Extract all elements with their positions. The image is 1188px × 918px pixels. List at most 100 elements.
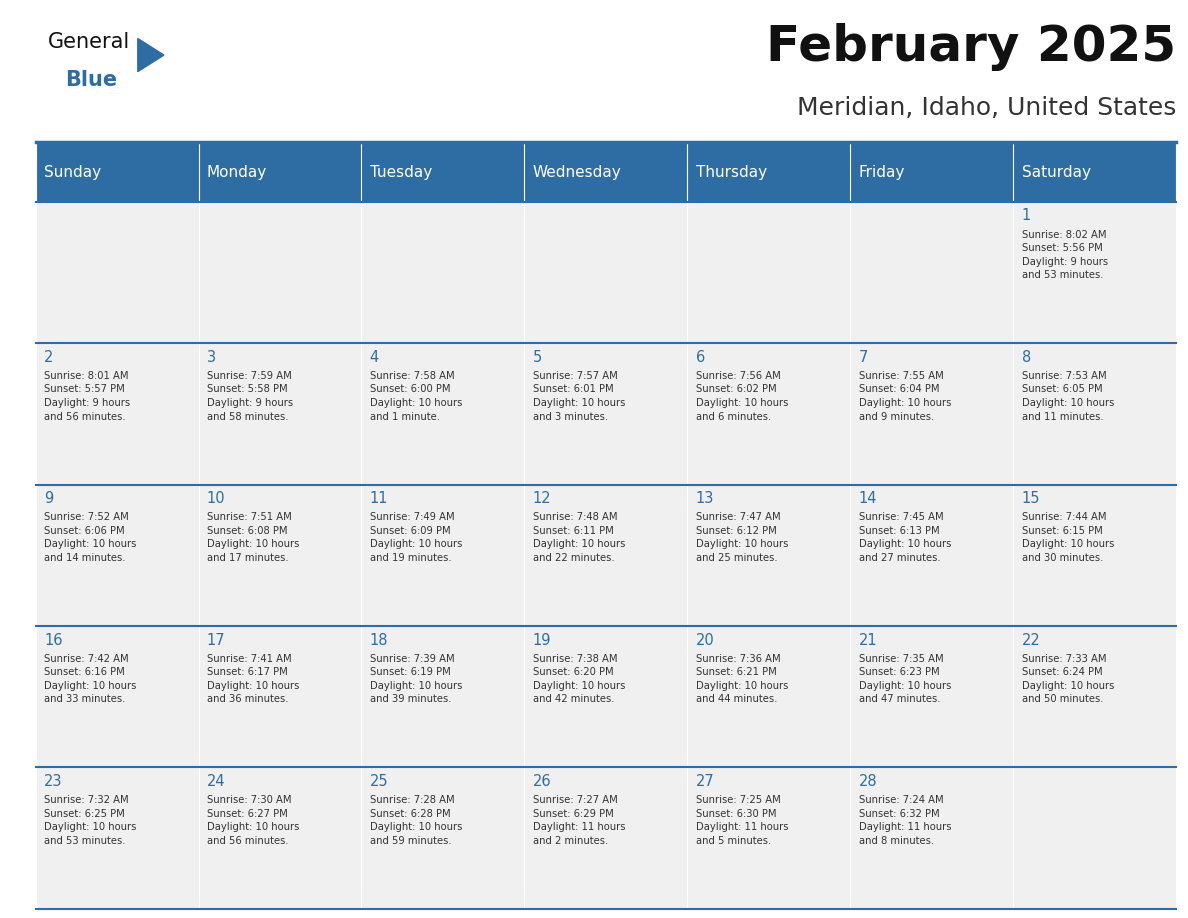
Bar [688,626,851,767]
Text: Tuesday: Tuesday [369,164,432,180]
Bar [851,343,1013,485]
Text: 5: 5 [532,350,542,364]
Text: Sunrise: 7:27 AM
Sunset: 6:29 PM
Daylight: 11 hours
and 2 minutes.: Sunrise: 7:27 AM Sunset: 6:29 PM Dayligh… [532,795,625,845]
Text: Sunrise: 7:48 AM
Sunset: 6:11 PM
Daylight: 10 hours
and 22 minutes.: Sunrise: 7:48 AM Sunset: 6:11 PM Dayligh… [532,512,625,563]
Text: Sunrise: 7:28 AM
Sunset: 6:28 PM
Daylight: 10 hours
and 59 minutes.: Sunrise: 7:28 AM Sunset: 6:28 PM Dayligh… [369,795,462,845]
Text: February 2025: February 2025 [766,23,1176,71]
Bar [361,343,524,485]
Text: Sunrise: 7:55 AM
Sunset: 6:04 PM
Daylight: 10 hours
and 9 minutes.: Sunrise: 7:55 AM Sunset: 6:04 PM Dayligh… [859,371,950,421]
Text: 19: 19 [532,633,551,647]
Bar [198,626,361,767]
Text: 13: 13 [696,491,714,506]
Bar [198,767,361,909]
Text: Sunrise: 7:57 AM
Sunset: 6:01 PM
Daylight: 10 hours
and 3 minutes.: Sunrise: 7:57 AM Sunset: 6:01 PM Dayligh… [532,371,625,421]
Text: 3: 3 [207,350,216,364]
Text: 25: 25 [369,774,388,789]
Text: Sunrise: 7:24 AM
Sunset: 6:32 PM
Daylight: 11 hours
and 8 minutes.: Sunrise: 7:24 AM Sunset: 6:32 PM Dayligh… [859,795,952,845]
Text: Sunrise: 7:32 AM
Sunset: 6:25 PM
Daylight: 10 hours
and 53 minutes.: Sunrise: 7:32 AM Sunset: 6:25 PM Dayligh… [44,795,137,845]
Text: 8: 8 [1022,350,1031,364]
Text: 14: 14 [859,491,877,506]
Text: 18: 18 [369,633,388,647]
Text: Sunrise: 7:41 AM
Sunset: 6:17 PM
Daylight: 10 hours
and 36 minutes.: Sunrise: 7:41 AM Sunset: 6:17 PM Dayligh… [207,654,299,704]
Bar [688,202,851,343]
Text: 9: 9 [44,491,53,506]
Text: Sunrise: 7:38 AM
Sunset: 6:20 PM
Daylight: 10 hours
and 42 minutes.: Sunrise: 7:38 AM Sunset: 6:20 PM Dayligh… [532,654,625,704]
Bar [198,202,361,343]
Bar [688,343,851,485]
Polygon shape [138,39,164,72]
Text: 2: 2 [44,350,53,364]
Bar [361,767,524,909]
Bar [1013,202,1176,343]
Text: Meridian, Idaho, United States: Meridian, Idaho, United States [797,96,1176,120]
Text: Sunrise: 7:59 AM
Sunset: 5:58 PM
Daylight: 9 hours
and 58 minutes.: Sunrise: 7:59 AM Sunset: 5:58 PM Dayligh… [207,371,293,421]
Bar [524,767,688,909]
Text: Sunrise: 7:49 AM
Sunset: 6:09 PM
Daylight: 10 hours
and 19 minutes.: Sunrise: 7:49 AM Sunset: 6:09 PM Dayligh… [369,512,462,563]
Bar [688,767,851,909]
Bar [36,485,198,626]
Text: 21: 21 [859,633,877,647]
Text: Sunrise: 8:01 AM
Sunset: 5:57 PM
Daylight: 9 hours
and 56 minutes.: Sunrise: 8:01 AM Sunset: 5:57 PM Dayligh… [44,371,129,421]
Bar [361,485,524,626]
Text: Sunday: Sunday [44,164,101,180]
Bar [36,343,198,485]
Text: 6: 6 [696,350,704,364]
Text: 12: 12 [532,491,551,506]
Bar [524,626,688,767]
Bar [1013,767,1176,909]
Text: Sunrise: 7:51 AM
Sunset: 6:08 PM
Daylight: 10 hours
and 17 minutes.: Sunrise: 7:51 AM Sunset: 6:08 PM Dayligh… [207,512,299,563]
Text: Sunrise: 7:33 AM
Sunset: 6:24 PM
Daylight: 10 hours
and 50 minutes.: Sunrise: 7:33 AM Sunset: 6:24 PM Dayligh… [1022,654,1114,704]
Text: Blue: Blue [65,70,118,90]
Bar [198,343,361,485]
Text: 20: 20 [696,633,714,647]
Text: Friday: Friday [859,164,905,180]
Bar [851,485,1013,626]
Text: 11: 11 [369,491,388,506]
Bar [524,343,688,485]
Text: 24: 24 [207,774,226,789]
Bar [36,767,198,909]
Text: Sunrise: 7:53 AM
Sunset: 6:05 PM
Daylight: 10 hours
and 11 minutes.: Sunrise: 7:53 AM Sunset: 6:05 PM Dayligh… [1022,371,1114,421]
Text: 26: 26 [532,774,551,789]
Text: Wednesday: Wednesday [532,164,621,180]
Bar [1013,626,1176,767]
Bar [361,626,524,767]
Text: 1: 1 [1022,208,1031,223]
Text: Sunrise: 7:47 AM
Sunset: 6:12 PM
Daylight: 10 hours
and 25 minutes.: Sunrise: 7:47 AM Sunset: 6:12 PM Dayligh… [696,512,788,563]
Bar [851,202,1013,343]
Text: General: General [48,32,129,52]
Text: 15: 15 [1022,491,1040,506]
Text: 7: 7 [859,350,868,364]
Text: Sunrise: 7:58 AM
Sunset: 6:00 PM
Daylight: 10 hours
and 1 minute.: Sunrise: 7:58 AM Sunset: 6:00 PM Dayligh… [369,371,462,421]
Text: Sunrise: 8:02 AM
Sunset: 5:56 PM
Daylight: 9 hours
and 53 minutes.: Sunrise: 8:02 AM Sunset: 5:56 PM Dayligh… [1022,230,1107,280]
Text: 27: 27 [696,774,714,789]
Text: 4: 4 [369,350,379,364]
Text: Sunrise: 7:44 AM
Sunset: 6:15 PM
Daylight: 10 hours
and 30 minutes.: Sunrise: 7:44 AM Sunset: 6:15 PM Dayligh… [1022,512,1114,563]
Text: 28: 28 [859,774,877,789]
Bar [524,485,688,626]
Text: Sunrise: 7:56 AM
Sunset: 6:02 PM
Daylight: 10 hours
and 6 minutes.: Sunrise: 7:56 AM Sunset: 6:02 PM Dayligh… [696,371,788,421]
Text: Sunrise: 7:42 AM
Sunset: 6:16 PM
Daylight: 10 hours
and 33 minutes.: Sunrise: 7:42 AM Sunset: 6:16 PM Dayligh… [44,654,137,704]
Text: 23: 23 [44,774,63,789]
Bar [198,485,361,626]
Text: 22: 22 [1022,633,1041,647]
Text: Monday: Monday [207,164,267,180]
Bar [688,485,851,626]
Text: Sunrise: 7:45 AM
Sunset: 6:13 PM
Daylight: 10 hours
and 27 minutes.: Sunrise: 7:45 AM Sunset: 6:13 PM Dayligh… [859,512,950,563]
Bar [36,202,198,343]
Bar [36,142,1176,202]
Text: Saturday: Saturday [1022,164,1091,180]
Bar [361,202,524,343]
Text: 17: 17 [207,633,226,647]
Text: Sunrise: 7:30 AM
Sunset: 6:27 PM
Daylight: 10 hours
and 56 minutes.: Sunrise: 7:30 AM Sunset: 6:27 PM Dayligh… [207,795,299,845]
Bar [1013,343,1176,485]
Text: Sunrise: 7:35 AM
Sunset: 6:23 PM
Daylight: 10 hours
and 47 minutes.: Sunrise: 7:35 AM Sunset: 6:23 PM Dayligh… [859,654,950,704]
Bar [1013,485,1176,626]
Text: Sunrise: 7:25 AM
Sunset: 6:30 PM
Daylight: 11 hours
and 5 minutes.: Sunrise: 7:25 AM Sunset: 6:30 PM Dayligh… [696,795,788,845]
Text: Sunrise: 7:39 AM
Sunset: 6:19 PM
Daylight: 10 hours
and 39 minutes.: Sunrise: 7:39 AM Sunset: 6:19 PM Dayligh… [369,654,462,704]
Text: Thursday: Thursday [696,164,766,180]
Bar [36,626,198,767]
Bar [524,202,688,343]
Text: 10: 10 [207,491,226,506]
Text: 16: 16 [44,633,63,647]
